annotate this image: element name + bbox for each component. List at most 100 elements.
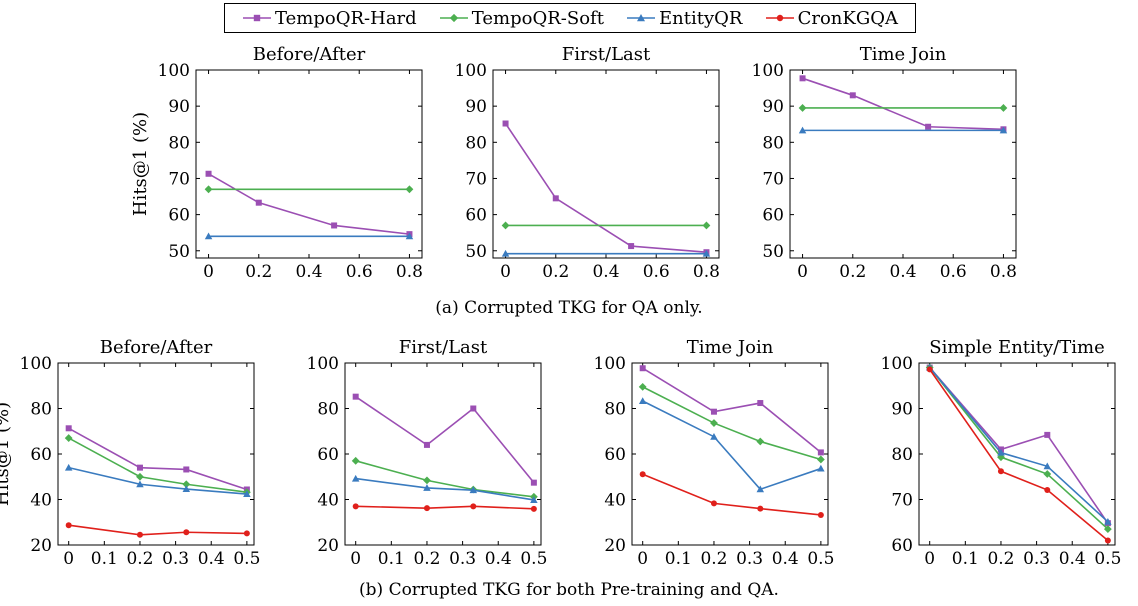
data-point [136,472,144,481]
series-line [68,427,248,491]
series-line [355,396,535,484]
data-point [817,464,825,472]
chart-title: First/Last [399,337,488,358]
x-tick-label: 0.6 [346,262,373,282]
x-tick-label: 0.3 [162,549,189,569]
data-point [352,503,359,510]
data-point [999,126,1008,134]
data-point [331,222,338,229]
data-point [552,195,559,202]
series-line [642,386,822,461]
chart-panel: Time Join 0 0.2 0.4 0.6 0.8 50 60 70 80 90 100 [752,44,1017,282]
y-tick-label: 70 [762,169,784,189]
y-tick-label: 80 [762,133,784,153]
x-tick-label: 0.1 [665,549,692,569]
x-tick-label: 0 [63,549,74,569]
plot-frame [57,362,255,546]
x-tick-label: 0.8 [693,262,720,282]
data-point [639,365,646,372]
data-point [183,529,190,536]
y-tick-label: 40 [604,491,626,511]
data-point [183,466,190,473]
x-tick-label: 0.2 [126,549,153,569]
data-point [470,405,477,412]
y-tick-label: 40 [30,491,52,511]
data-point [798,126,807,134]
x-tick-label: 0.6 [643,262,670,282]
data-point [501,249,510,257]
data-point [926,366,933,373]
y-tick-label: 100 [158,61,190,81]
y-tick-label: 60 [762,206,784,226]
data-point [999,104,1008,112]
x-tick-label: 0.5 [520,549,547,569]
chart-panel: Before/After 0 0.1 0.2 0.3 0.4 0.5 20 40 60 80 100 H… [0,337,260,569]
data-point [243,490,251,498]
x-tick-label: 0.4 [198,549,225,569]
data-point [469,486,478,494]
data-point [798,104,807,112]
y-tick-label: 80 [891,445,913,465]
series-line [68,437,247,494]
series-line [355,477,535,501]
data-point [849,92,856,99]
series-line [208,173,410,235]
y-tick-label: 100 [20,354,52,374]
x-tick-label: 0 [637,549,648,569]
data-point [470,503,477,510]
legend: TempoQR-Hard TempoQR-Soft EntityQR CronKGQA [224,3,916,33]
data-point [925,123,932,130]
y-tick-label: 60 [30,445,52,465]
legend-label: EntityQR [659,7,743,29]
data-point [757,505,764,512]
data-point [65,425,72,432]
chart-panel: Before/After 0 0.2 0.4 0.6 0.8 50 60 70 80 90 100 Hi… [130,44,423,282]
legend-swatch [627,14,656,22]
legend-marker [253,14,261,22]
y-tick-label: 60 [604,445,626,465]
data-point [502,120,509,127]
legend-marker [776,14,783,22]
data-point [530,479,537,486]
data-point [997,448,1005,456]
data-point [638,397,647,404]
data-point [1044,431,1051,438]
y-tick-label: 80 [604,400,626,420]
y-tick-label: 60 [465,206,487,226]
data-point [816,455,825,464]
legend-item: TempoQR-Soft [439,8,604,29]
y-tick-label: 80 [30,400,52,420]
caption-a: (a) Corrupted TKG for QA only. [435,298,703,318]
x-tick-label: 0.2 [542,262,569,282]
data-point [817,449,824,456]
data-point [817,511,824,518]
y-axis-label: Hits@1 (%) [0,402,13,506]
data-point [204,232,213,240]
y-tick-label: 20 [30,536,52,556]
y-tick-label: 80 [317,400,339,420]
data-point [182,485,191,493]
x-tick-label: 0.8 [990,262,1017,282]
data-point [756,485,765,493]
y-tick-label: 80 [465,133,487,153]
series-line [504,123,707,254]
data-point [1104,518,1112,525]
y-tick-label: 100 [752,61,784,81]
series-line [355,505,534,510]
data-point [628,243,635,250]
data-point [352,393,359,400]
data-point [243,530,250,537]
series-line [929,367,1109,530]
legend-item: EntityQR [626,8,742,29]
plot-frame [195,69,423,259]
series-line [68,466,247,495]
x-tick-label: 0.4 [772,549,799,569]
data-point [423,476,431,485]
y-axis-label: Hits@1 (%) [130,112,151,216]
data-point [997,468,1004,475]
x-tick-label: 0.3 [449,549,476,569]
x-tick-label: 0.3 [1023,549,1050,569]
legend-label: CronKGQA [797,7,898,29]
y-tick-label: 100 [455,61,487,81]
